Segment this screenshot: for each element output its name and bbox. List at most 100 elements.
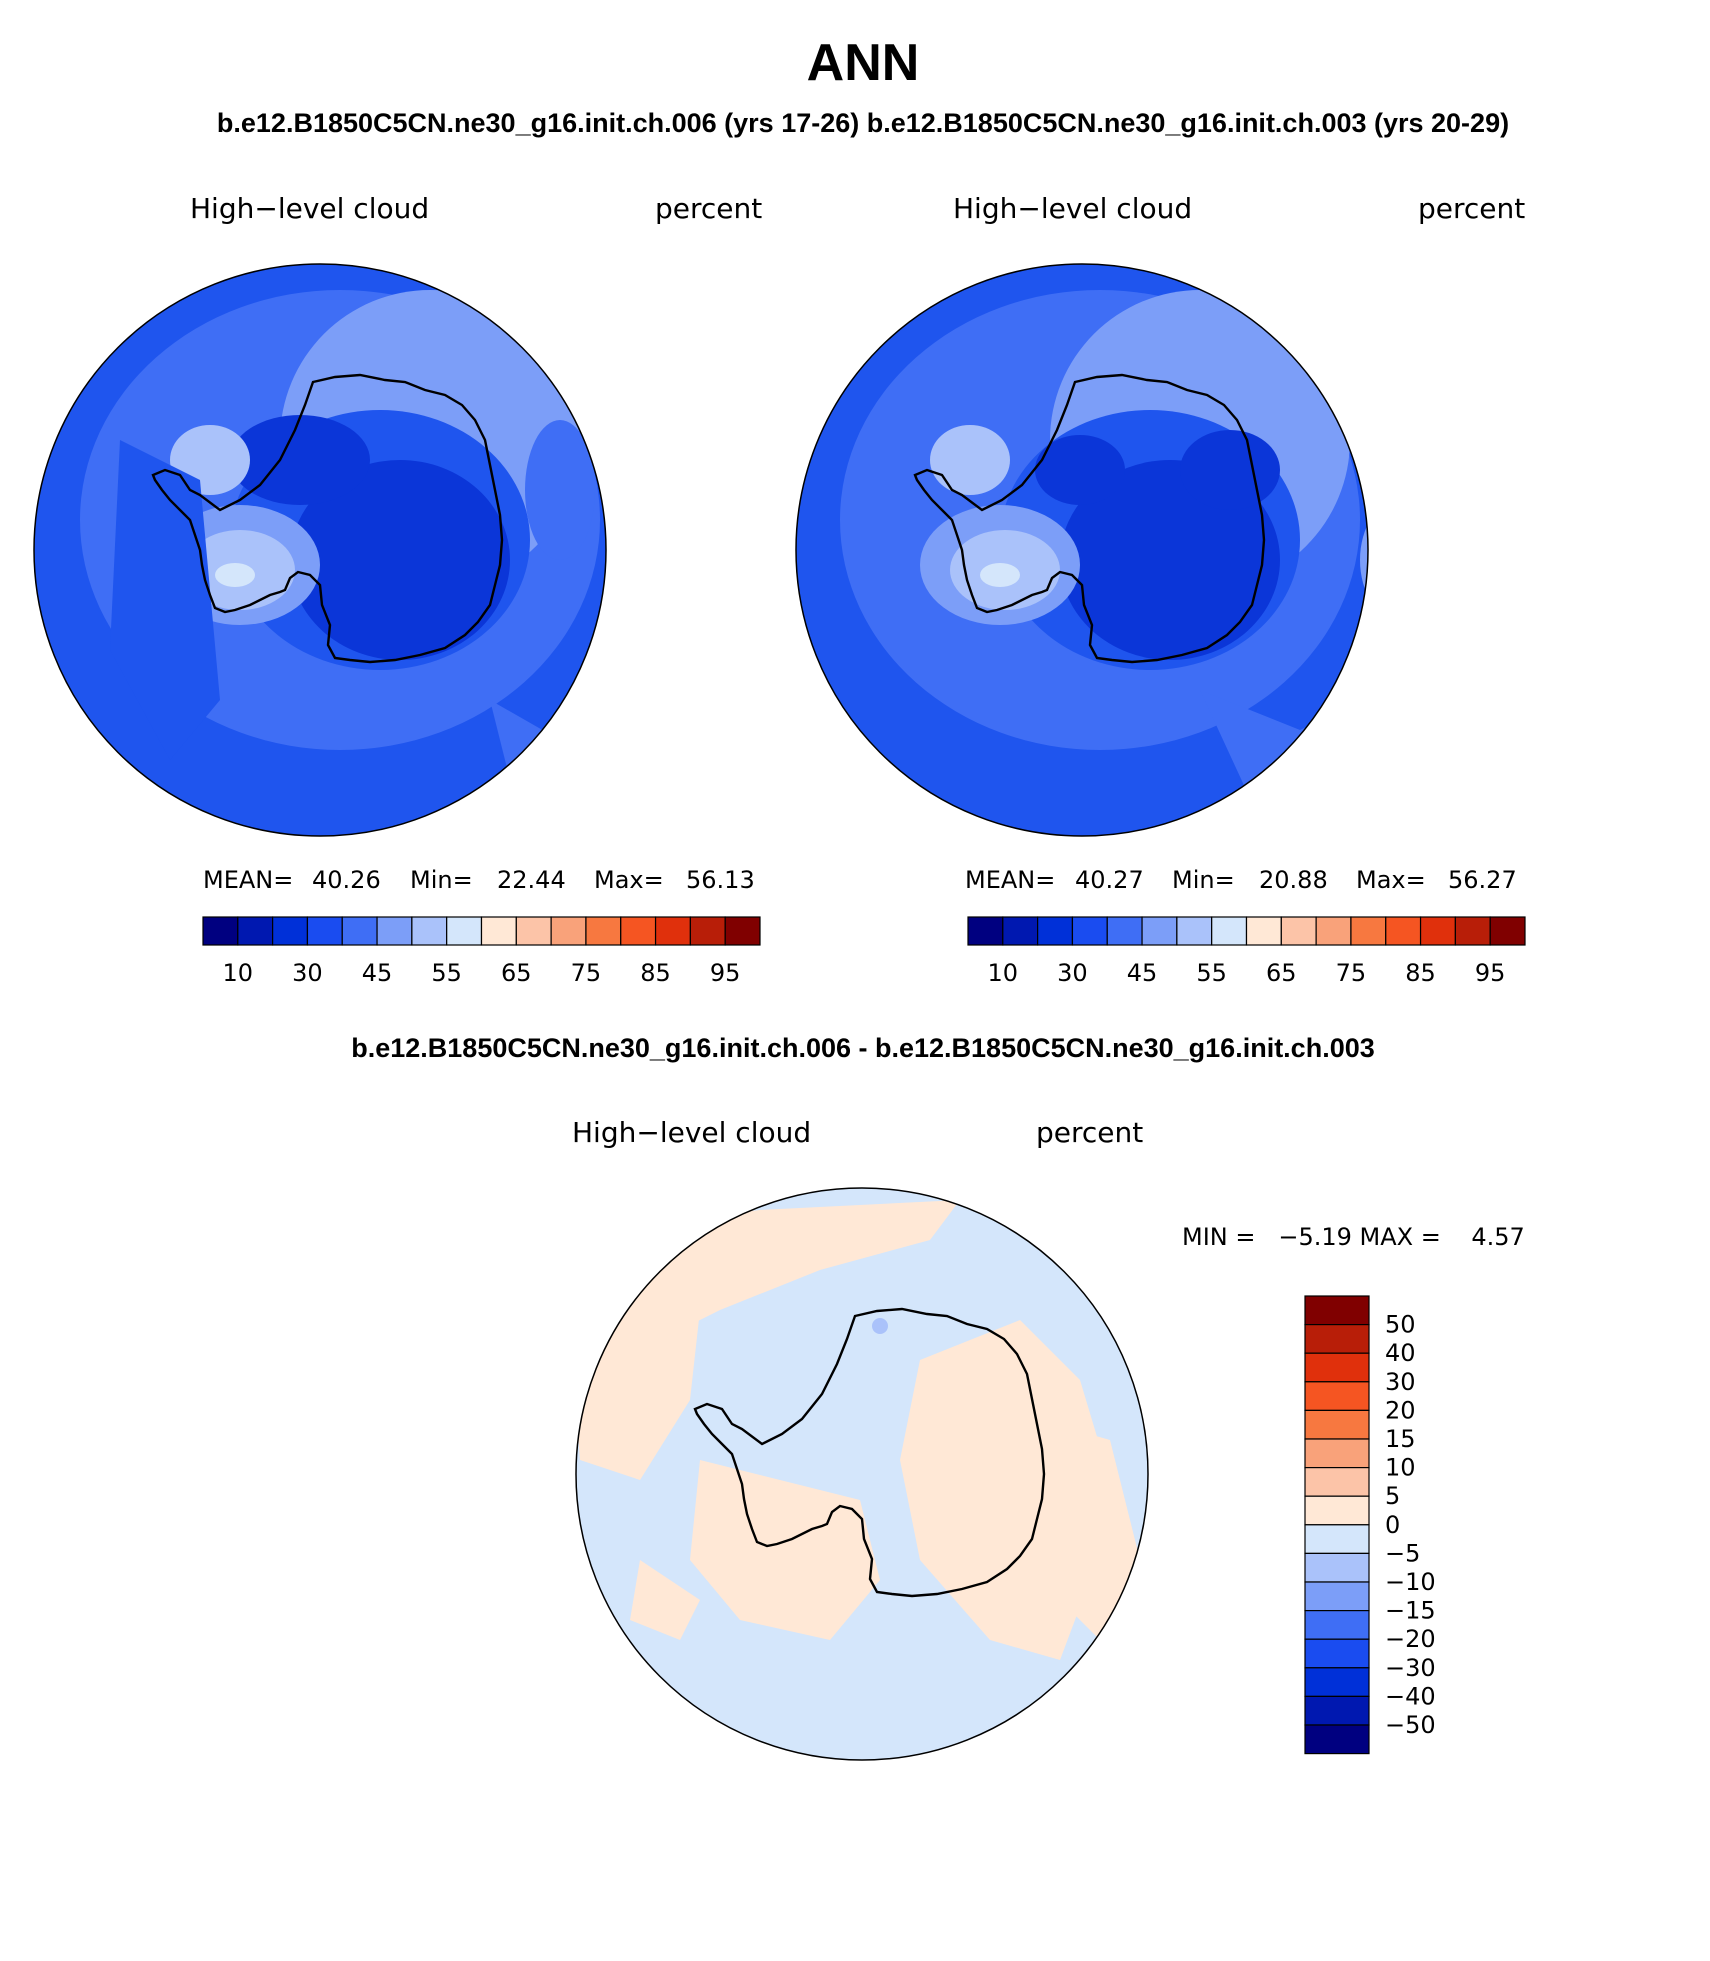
colorbar-diff-swatch [1304, 1695, 1370, 1726]
diff-header: b.e12.B1850C5CN.ne30_g16.init.ch.006 - b… [351, 1033, 1375, 1063]
panel-left-mean: 40.26 [312, 866, 381, 894]
panel-diff-map [576, 1188, 1148, 1760]
colorbar-diff-tick-label: −40 [1385, 1682, 1436, 1710]
panel-diff-units: percent [1036, 1116, 1143, 1149]
colorbar-diff-tick-label: −15 [1385, 1597, 1436, 1625]
colorbar-diff-swatch [1304, 1438, 1370, 1469]
colorbar-diff-tick-label: 15 [1385, 1425, 1416, 1453]
panel-right-units: percent [1418, 192, 1525, 225]
panel-right-min: 20.88 [1259, 866, 1328, 894]
colorbar-right-tick-label: 10 [988, 959, 1019, 987]
colorbar-left-swatch [585, 916, 622, 946]
colorbar-diff-tick-label: −5 [1385, 1539, 1420, 1567]
colorbar-diff-tick-label: 5 [1385, 1482, 1400, 1510]
colorbar-right-swatch [1245, 916, 1282, 946]
colorbar-diff-tick-label: 50 [1385, 1311, 1416, 1339]
colorbar-right-tick-label: 85 [1405, 959, 1436, 987]
colorbar-diff-swatch [1304, 1524, 1370, 1555]
colorbar-left-swatch [237, 916, 274, 946]
case-header: b.e12.B1850C5CN.ne30_g16.init.ch.006 (yr… [217, 108, 1509, 138]
colorbar-diff-swatch [1304, 1295, 1370, 1326]
colorbar-diff-swatch [1304, 1466, 1370, 1497]
panel-right-min-label: Min= [1172, 866, 1235, 894]
panel-right-colorbar: 10 30 45 55 65 75 85 95 [967, 916, 1526, 987]
panel-right-mean: 40.27 [1075, 866, 1144, 894]
colorbar-right-swatch [1106, 916, 1143, 946]
panel-left-map [34, 264, 606, 836]
panel-right-max-label: Max= [1356, 866, 1426, 894]
colorbar-right-swatch [1385, 916, 1422, 946]
colorbar-right-swatch [1211, 916, 1248, 946]
colorbar-left-swatch [480, 916, 517, 946]
colorbar-left-tick-label: 65 [501, 959, 532, 987]
colorbar-diff-swatch [1304, 1638, 1370, 1669]
figure-title: ANN [807, 34, 920, 92]
colorbar-left-swatch [446, 916, 483, 946]
panel-left-variable: High−level cloud [190, 192, 429, 225]
panel-left-max-label: Max= [594, 866, 664, 894]
colorbar-left-swatch [689, 916, 726, 946]
colorbar-right-swatch [1419, 916, 1456, 946]
colorbar-left-swatch [411, 916, 448, 946]
colorbar-diff-swatch [1304, 1352, 1370, 1383]
panel-left-min-label: Min= [410, 866, 473, 894]
colorbar-diff-swatch [1304, 1323, 1370, 1354]
panel-right: High−level cloud percent MEAN= 40.27 Min… [795, 192, 1526, 987]
colorbar-diff-swatch [1304, 1667, 1370, 1698]
colorbar-right-swatch [1071, 916, 1108, 946]
colorbar-left-swatch [620, 916, 657, 946]
colorbar-right-swatch [1350, 916, 1387, 946]
colorbar-right-swatch [1454, 916, 1491, 946]
colorbar-left-swatch [202, 916, 239, 946]
colorbar-diff-tick-label: 30 [1385, 1368, 1416, 1396]
colorbar-left-swatch [654, 916, 691, 946]
panel-diff-minmax: MIN = −5.19 MAX = 4.57 [1182, 1223, 1525, 1251]
colorbar-right-tick-label: 65 [1266, 959, 1297, 987]
panel-left: High−level cloud percent MEAN= 40.26 Min… [33, 192, 762, 987]
colorbar-diff-tick-label: 40 [1385, 1339, 1416, 1367]
panel-left-units: percent [655, 192, 762, 225]
colorbar-right-tick-label: 75 [1336, 959, 1367, 987]
colorbar-left-swatch [550, 916, 587, 946]
colorbar-left-tick-label: 10 [223, 959, 254, 987]
colorbar-right-tick-label: 55 [1196, 959, 1227, 987]
panel-left-colorbar: 10 30 45 55 65 75 85 95 [202, 916, 761, 987]
colorbar-diff-tick-label: −20 [1385, 1625, 1436, 1653]
colorbar-right-swatch [967, 916, 1004, 946]
colorbar-right-swatch [1280, 916, 1317, 946]
colorbar-right-tick-label: 30 [1057, 959, 1088, 987]
panel-right-max: 56.27 [1448, 866, 1517, 894]
colorbar-right-tick-label: 95 [1475, 959, 1506, 987]
colorbar-diff-tick-label: −30 [1385, 1654, 1436, 1682]
colorbar-right-swatch [1176, 916, 1213, 946]
colorbar-left-tick-label: 45 [362, 959, 393, 987]
colorbar-left-swatch [515, 916, 552, 946]
panel-left-stats: MEAN= 40.26 Min= 22.44 Max= 56.13 [203, 866, 755, 894]
colorbar-left-tick-label: 30 [292, 959, 323, 987]
colorbar-diff-tick-label: 0 [1385, 1511, 1400, 1539]
colorbar-left-tick-label: 55 [431, 959, 462, 987]
colorbar-left-tick-label: 85 [640, 959, 671, 987]
panel-diff-variable: High−level cloud [572, 1116, 811, 1149]
colorbar-diff-swatch [1304, 1581, 1370, 1612]
panel-right-stats: MEAN= 40.27 Min= 20.88 Max= 56.27 [965, 866, 1517, 894]
colorbar-left-swatch [341, 916, 378, 946]
colorbar-right-tick-label: 45 [1127, 959, 1158, 987]
colorbar-right-swatch [1141, 916, 1178, 946]
colorbar-diff-tick-label: 10 [1385, 1454, 1416, 1482]
colorbar-diff-swatch [1304, 1724, 1370, 1755]
colorbar-diff-swatch [1304, 1409, 1370, 1440]
colorbar-left-tick-label: 75 [571, 959, 602, 987]
colorbar-left-swatch [376, 916, 413, 946]
colorbar-left-swatch [724, 916, 761, 946]
colorbar-right-swatch [1037, 916, 1074, 946]
colorbar-right-swatch [1002, 916, 1039, 946]
colorbar-diff-swatch [1304, 1609, 1370, 1640]
colorbar-diff-swatch [1304, 1552, 1370, 1583]
panel-left-mean-label: MEAN= [203, 866, 293, 894]
panel-left-max: 56.13 [686, 866, 755, 894]
colorbar-right-swatch [1489, 916, 1526, 946]
panel-right-variable: High−level cloud [953, 192, 1192, 225]
